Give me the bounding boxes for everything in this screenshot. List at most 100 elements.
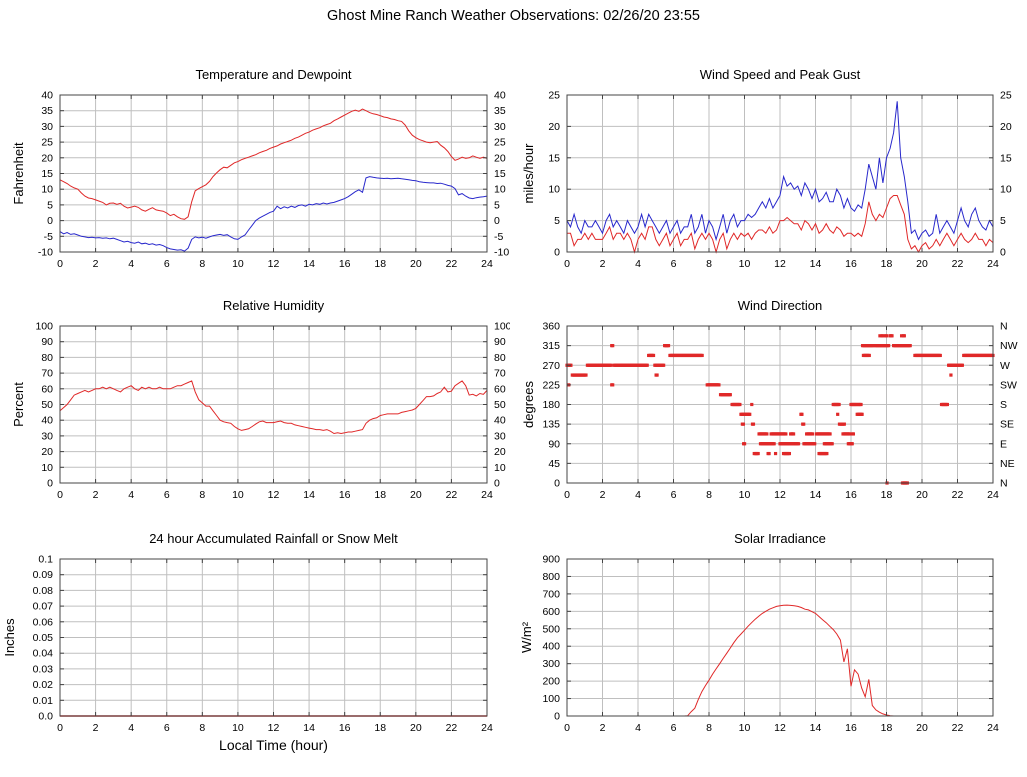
series-wind-direction-dots	[565, 334, 995, 485]
svg-text:10: 10	[232, 722, 244, 734]
series-dewpoint	[59, 176, 488, 252]
svg-text:4: 4	[635, 722, 641, 734]
svg-text:14: 14	[810, 258, 822, 270]
svg-text:5: 5	[47, 199, 53, 211]
svg-text:60: 60	[494, 383, 506, 395]
svg-text:12: 12	[774, 258, 786, 270]
svg-text:10: 10	[232, 489, 244, 501]
svg-text:10: 10	[494, 184, 506, 196]
rainfall-svg: 0.0 0.01 0.02 0.03 0.04 0.05 0.06 0.07 0.08 0.09 0…	[2, 531, 493, 753]
svg-text:30: 30	[494, 430, 506, 442]
grid	[60, 95, 487, 252]
svg-text:100: 100	[35, 321, 53, 333]
svg-text:15: 15	[41, 168, 53, 180]
svg-text:4: 4	[635, 258, 641, 270]
svg-text:20: 20	[410, 489, 422, 501]
svg-text:SW: SW	[1000, 379, 1017, 391]
svg-text:0: 0	[57, 489, 63, 501]
svg-text:W: W	[1000, 360, 1010, 372]
svg-text:12: 12	[268, 722, 280, 734]
svg-text:30: 30	[494, 121, 506, 133]
svg-text:14: 14	[810, 722, 822, 734]
svg-text:0.03: 0.03	[33, 663, 54, 675]
svg-text:12: 12	[774, 722, 786, 734]
series-wind-speed	[567, 195, 994, 254]
svg-text:14: 14	[303, 258, 315, 270]
y-axis-label: Inches	[2, 618, 17, 657]
svg-text:300: 300	[542, 658, 560, 670]
svg-text:5: 5	[554, 215, 560, 227]
svg-text:50: 50	[41, 399, 53, 411]
svg-text:0: 0	[1000, 247, 1006, 259]
svg-text:5: 5	[1000, 215, 1006, 227]
svg-text:24: 24	[987, 722, 999, 734]
svg-text:4: 4	[635, 489, 641, 501]
svg-text:24: 24	[481, 258, 493, 270]
svg-text:0: 0	[57, 722, 63, 734]
svg-text:NW: NW	[1000, 340, 1018, 352]
svg-text:0.04: 0.04	[33, 648, 54, 660]
chart-wind-speed-gust: 0 0 5 5 10 10 15 15 20 20 25 25 0 2 4 6 8 10 12 14 16 18 20 22 2…	[510, 55, 1027, 293]
axis-labels: 0.0 0.01 0.02 0.03 0.04 0.05 0.06 0.07 0.08 0.09 0…	[33, 554, 493, 735]
svg-text:20: 20	[410, 722, 422, 734]
svg-text:180: 180	[542, 399, 560, 411]
chart-solar-irradiance: 0 100 200 300 400 500 600 700 800 900 0 2 4 6 8 10 12 14 1…	[510, 520, 1027, 777]
svg-text:80: 80	[41, 352, 53, 364]
svg-text:12: 12	[268, 489, 280, 501]
svg-text:8: 8	[199, 258, 205, 270]
svg-text:20: 20	[1000, 121, 1012, 133]
svg-text:0.0: 0.0	[38, 711, 53, 723]
svg-text:5: 5	[494, 199, 500, 211]
chart-wind-direction: 0 N 45 NE 90 E 135 SE 180 S 225 SW 270 W 315 NW 360 N 0 2 4 6…	[510, 288, 1027, 525]
chart-title: Relative Humidity	[223, 298, 325, 313]
chart-title: Wind Direction	[738, 298, 823, 313]
svg-text:40: 40	[41, 415, 53, 427]
svg-text:80: 80	[494, 352, 506, 364]
svg-text:2: 2	[93, 489, 99, 501]
svg-text:25: 25	[41, 137, 53, 149]
svg-text:N: N	[1000, 321, 1008, 333]
svg-text:2: 2	[600, 722, 606, 734]
svg-text:0.07: 0.07	[33, 601, 54, 613]
svg-text:20: 20	[41, 152, 53, 164]
svg-text:90: 90	[548, 438, 560, 450]
svg-text:0: 0	[494, 478, 500, 490]
y-axis-label: Percent	[11, 382, 26, 427]
chart-rainfall: 0.0 0.01 0.02 0.03 0.04 0.05 0.06 0.07 0.08 0.09 0…	[0, 520, 510, 777]
svg-text:18: 18	[374, 258, 386, 270]
page-title: Ghost Mine Ranch Weather Observations: 0…	[327, 8, 700, 24]
svg-text:0: 0	[564, 489, 570, 501]
svg-text:15: 15	[548, 152, 560, 164]
chart-title: Temperature and Dewpoint	[195, 67, 351, 82]
svg-text:N: N	[1000, 478, 1008, 490]
svg-text:2: 2	[93, 258, 99, 270]
y-axis-label: Fahrenheit	[11, 142, 26, 205]
svg-text:6: 6	[671, 722, 677, 734]
svg-text:15: 15	[1000, 152, 1012, 164]
svg-text:90: 90	[41, 336, 53, 348]
svg-text:12: 12	[774, 489, 786, 501]
svg-text:10: 10	[41, 462, 53, 474]
svg-text:16: 16	[339, 722, 351, 734]
svg-text:315: 315	[542, 340, 560, 352]
svg-text:0.02: 0.02	[33, 679, 54, 691]
svg-text:6: 6	[164, 489, 170, 501]
svg-text:200: 200	[542, 676, 560, 688]
svg-text:8: 8	[706, 489, 712, 501]
svg-text:18: 18	[881, 489, 893, 501]
svg-text:E: E	[1000, 438, 1007, 450]
svg-text:12: 12	[268, 258, 280, 270]
grid	[567, 326, 993, 483]
svg-text:20: 20	[41, 446, 53, 458]
series-temperature	[59, 108, 488, 220]
frame	[566, 94, 994, 253]
svg-text:22: 22	[446, 722, 458, 734]
svg-text:8: 8	[706, 258, 712, 270]
svg-text:0.01: 0.01	[33, 695, 54, 707]
svg-text:16: 16	[845, 258, 857, 270]
svg-text:18: 18	[374, 489, 386, 501]
